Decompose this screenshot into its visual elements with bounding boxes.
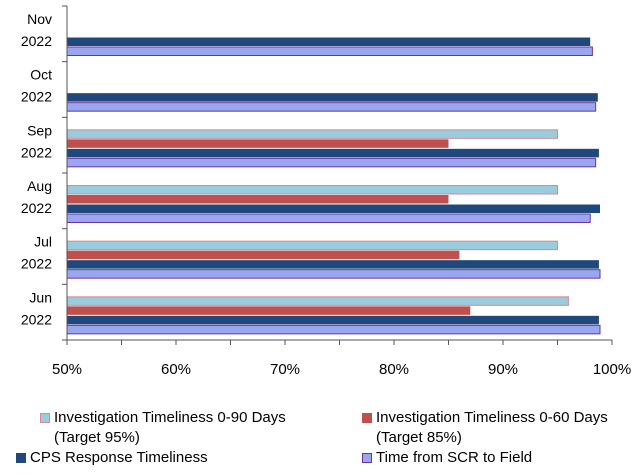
category-label-year: 2022	[21, 200, 52, 216]
bar-oct-2022-series-2	[67, 93, 598, 102]
bar-jun-2022-series-2	[67, 315, 599, 325]
category-label-year: 2022	[21, 89, 52, 105]
bar-jul-2022-series-1	[67, 250, 460, 260]
bar-jun-2022-series-1	[67, 306, 471, 315]
category-label-year: 2022	[21, 33, 52, 49]
bar-jul-2022-series-2	[67, 260, 599, 269]
category-label-month: Jul	[34, 234, 52, 250]
bar-jul-2022-series-3	[66, 269, 601, 279]
category-label-year: 2022	[21, 311, 52, 327]
x-tick-label: 90%	[488, 361, 518, 378]
x-tick-label: 70%	[270, 361, 300, 378]
bar-jul-2022-series-0	[66, 240, 558, 251]
bar-aug-2022-series-2	[67, 204, 601, 213]
category-label-month: Jun	[29, 289, 52, 305]
x-tick-label: 50%	[52, 361, 82, 378]
bar-jun-2022-series-0	[66, 296, 569, 306]
x-tick-label: 80%	[379, 361, 409, 378]
bar-oct-2022-series-3	[66, 102, 597, 112]
category-label-year: 2022	[21, 256, 52, 272]
category-label-month: Oct	[30, 67, 52, 83]
category-label-year: 2022	[21, 144, 52, 160]
bar-nov-2022-series-2	[67, 37, 591, 46]
bar-nov-2022-series-3	[66, 46, 593, 56]
bar-jun-2022-series-3	[66, 324, 601, 335]
x-tick-label: 100%	[593, 361, 631, 378]
bar-sep-2022-series-1	[67, 139, 449, 148]
bar-aug-2022-series-3	[66, 213, 591, 223]
bar-aug-2022-series-0	[66, 185, 558, 195]
bar-sep-2022-series-0	[66, 129, 558, 139]
bar-aug-2022-series-1	[67, 195, 449, 204]
category-label-month: Aug	[27, 178, 52, 194]
category-label-month: Nov	[27, 11, 52, 27]
x-tick-label: 60%	[161, 361, 191, 378]
bar-sep-2022-series-2	[67, 148, 599, 158]
category-label-month: Sep	[27, 122, 52, 138]
bar-sep-2022-series-3	[66, 157, 597, 168]
